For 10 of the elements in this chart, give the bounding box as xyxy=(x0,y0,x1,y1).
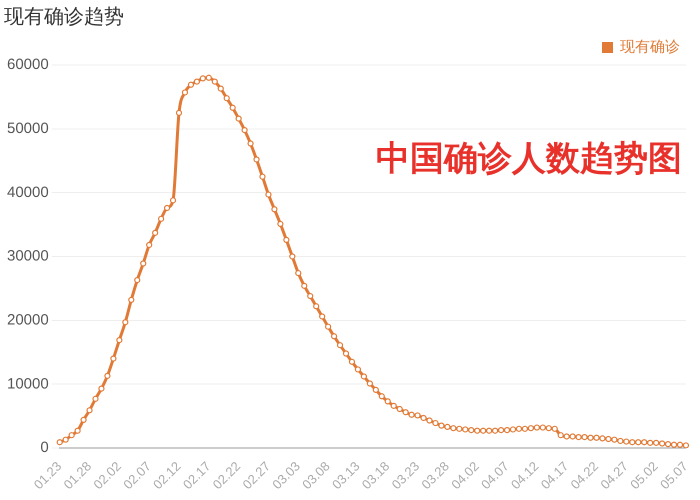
y-tick-label: 0 xyxy=(40,439,49,456)
y-tick-label: 50000 xyxy=(6,120,49,137)
chart-title: 现有确诊趋势 xyxy=(4,4,124,28)
y-tick-label: 30000 xyxy=(6,248,49,265)
annotation: 中国确诊人数趋势图 xyxy=(376,138,682,179)
y-tick-label: 60000 xyxy=(6,56,49,74)
y-tick-label: 10000 xyxy=(6,375,49,392)
y-tick-label: 20000 xyxy=(6,311,49,328)
legend-label: 现有确诊 xyxy=(620,37,680,56)
y-tick-label: 40000 xyxy=(6,184,49,201)
